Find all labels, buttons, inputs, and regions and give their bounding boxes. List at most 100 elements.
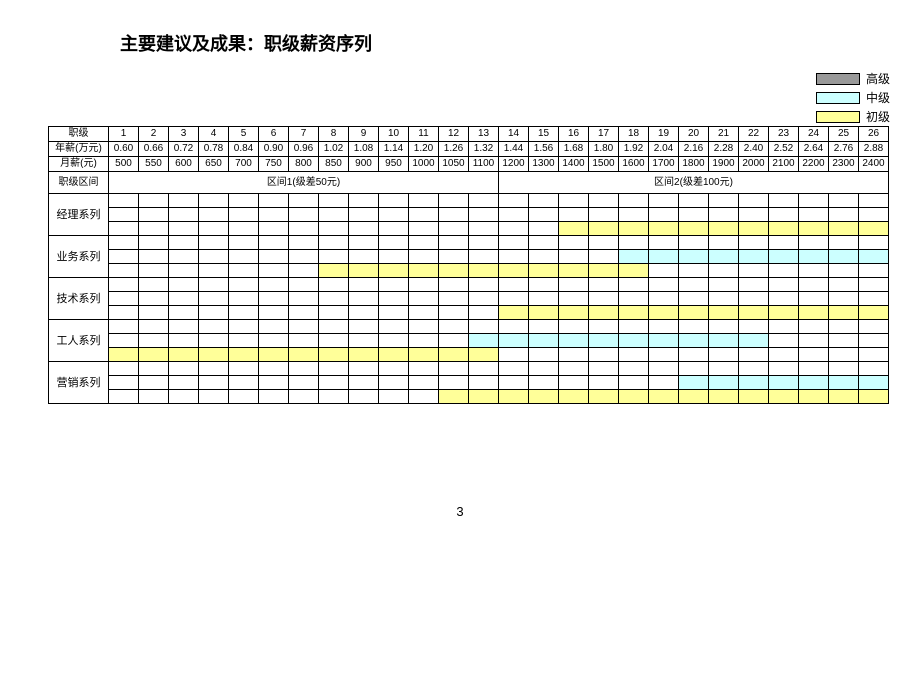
cell <box>649 376 679 390</box>
cell <box>739 236 769 250</box>
cell <box>409 376 439 390</box>
monthly-col-9: 900 <box>349 157 379 172</box>
cell <box>169 348 199 362</box>
cell <box>709 348 739 362</box>
cell <box>169 362 199 376</box>
level-col-21: 21 <box>709 127 739 142</box>
legend-swatch-middle <box>816 92 860 104</box>
cell <box>709 250 739 264</box>
cell <box>589 264 619 278</box>
legend-label-senior: 高级 <box>866 70 890 87</box>
cell <box>259 348 289 362</box>
cell <box>439 278 469 292</box>
cell <box>379 376 409 390</box>
cell <box>229 194 259 208</box>
cell <box>559 376 589 390</box>
monthly-col-12: 1050 <box>439 157 469 172</box>
cell <box>589 306 619 320</box>
cell <box>679 208 709 222</box>
cell <box>589 194 619 208</box>
monthly-col-5: 700 <box>229 157 259 172</box>
cell <box>229 264 259 278</box>
cell <box>259 376 289 390</box>
cell <box>349 292 379 306</box>
cell <box>259 334 289 348</box>
cell <box>199 320 229 334</box>
cell <box>169 250 199 264</box>
cell <box>799 222 829 236</box>
cell <box>229 334 259 348</box>
cell <box>649 362 679 376</box>
cell <box>499 236 529 250</box>
monthly-col-22: 2000 <box>739 157 769 172</box>
annual-col-23: 2.52 <box>769 142 799 157</box>
cell <box>379 390 409 404</box>
cell <box>109 348 139 362</box>
cell <box>829 292 859 306</box>
cell <box>469 250 499 264</box>
series-label: 技术系列 <box>49 278 109 320</box>
cell <box>499 194 529 208</box>
monthly-col-4: 650 <box>199 157 229 172</box>
cell <box>769 376 799 390</box>
cell <box>349 278 379 292</box>
level-col-25: 25 <box>829 127 859 142</box>
cell <box>559 222 589 236</box>
cell <box>769 390 799 404</box>
cell <box>589 334 619 348</box>
cell <box>229 320 259 334</box>
cell <box>349 236 379 250</box>
cell <box>469 390 499 404</box>
legend-label-middle: 中级 <box>866 89 890 106</box>
cell <box>649 264 679 278</box>
cell <box>199 348 229 362</box>
series-label: 经理系列 <box>49 194 109 236</box>
cell <box>649 292 679 306</box>
annual-col-17: 1.80 <box>589 142 619 157</box>
monthly-col-25: 2300 <box>829 157 859 172</box>
annual-col-24: 2.64 <box>799 142 829 157</box>
cell <box>709 362 739 376</box>
cell <box>169 334 199 348</box>
cell <box>799 208 829 222</box>
cell <box>529 250 559 264</box>
monthly-col-16: 1400 <box>559 157 589 172</box>
monthly-col-6: 750 <box>259 157 289 172</box>
cell <box>679 278 709 292</box>
cell <box>829 348 859 362</box>
salary-gantt-table: 职级12345678910111213141516171819202122232… <box>48 126 900 404</box>
cell <box>259 362 289 376</box>
cell <box>469 334 499 348</box>
cell <box>829 194 859 208</box>
annual-col-4: 0.78 <box>199 142 229 157</box>
cell <box>649 348 679 362</box>
cell <box>169 264 199 278</box>
cell <box>649 306 679 320</box>
cell <box>319 208 349 222</box>
cell <box>199 208 229 222</box>
cell <box>319 236 349 250</box>
cell <box>109 278 139 292</box>
legend-item-junior: 初级 <box>816 108 890 125</box>
cell <box>349 334 379 348</box>
monthly-col-2: 550 <box>139 157 169 172</box>
cell <box>619 306 649 320</box>
cell <box>199 194 229 208</box>
cell <box>439 362 469 376</box>
cell <box>289 334 319 348</box>
cell <box>199 222 229 236</box>
cell <box>379 334 409 348</box>
cell <box>499 264 529 278</box>
cell <box>859 194 889 208</box>
header-level-label: 职级 <box>49 127 109 142</box>
cell <box>499 320 529 334</box>
cell <box>619 334 649 348</box>
cell <box>739 348 769 362</box>
cell <box>679 292 709 306</box>
cell <box>859 390 889 404</box>
cell <box>799 348 829 362</box>
cell <box>529 348 559 362</box>
cell <box>469 264 499 278</box>
cell <box>829 208 859 222</box>
level-col-18: 18 <box>619 127 649 142</box>
